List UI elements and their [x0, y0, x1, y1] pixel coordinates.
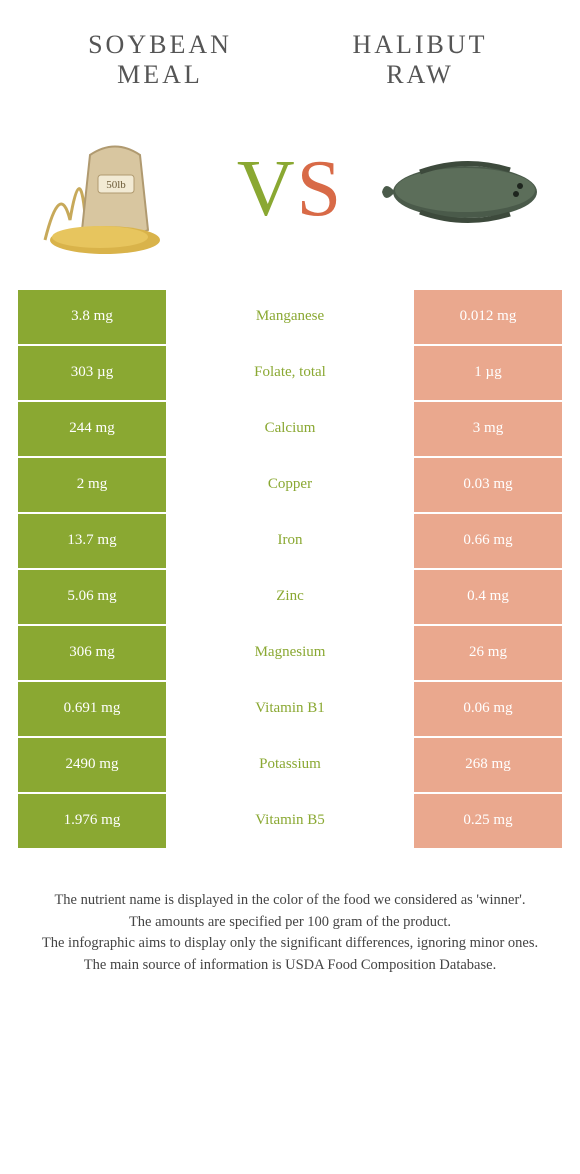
vs-v: V	[237, 145, 297, 233]
right-value-cell: 0.25 mg	[412, 794, 562, 848]
left-value-cell: 0.691 mg	[18, 682, 168, 736]
right-value-cell: 0.66 mg	[412, 514, 562, 568]
table-row: 2 mgCopper0.03 mg	[18, 458, 562, 514]
table-row: 244 mgCalcium3 mg	[18, 402, 562, 458]
left-food-image: 50lb	[30, 120, 200, 260]
nutrient-name-cell: Iron	[168, 514, 412, 568]
table-row: 13.7 mgIron0.66 mg	[18, 514, 562, 570]
right-value-cell: 1 µg	[412, 346, 562, 400]
header: SOYBEANMEAL HALIBUTRAW	[0, 0, 580, 100]
svg-text:50lb: 50lb	[106, 179, 126, 191]
nutrient-name-cell: Zinc	[168, 570, 412, 624]
nutrient-name-cell: Vitamin B1	[168, 682, 412, 736]
left-value-cell: 2 mg	[18, 458, 168, 512]
right-value-cell: 0.06 mg	[412, 682, 562, 736]
left-value-cell: 3.8 mg	[18, 290, 168, 344]
left-value-cell: 2490 mg	[18, 738, 168, 792]
right-food-image	[380, 120, 550, 260]
footer-line: The amounts are specified per 100 gram o…	[30, 912, 550, 934]
right-value-cell: 0.012 mg	[412, 290, 562, 344]
right-value-cell: 3 mg	[412, 402, 562, 456]
table-row: 3.8 mgManganese0.012 mg	[18, 290, 562, 346]
footer-notes: The nutrient name is displayed in the co…	[0, 850, 580, 997]
table-row: 2490 mgPotassium268 mg	[18, 738, 562, 794]
nutrient-name-cell: Manganese	[168, 290, 412, 344]
left-value-cell: 5.06 mg	[18, 570, 168, 624]
right-value-cell: 0.4 mg	[412, 570, 562, 624]
table-row: 0.691 mgVitamin B10.06 mg	[18, 682, 562, 738]
hero-row: 50lb VS	[0, 100, 580, 290]
left-food-title: SOYBEANMEAL	[60, 30, 260, 90]
left-value-cell: 244 mg	[18, 402, 168, 456]
nutrient-name-cell: Vitamin B5	[168, 794, 412, 848]
left-value-cell: 13.7 mg	[18, 514, 168, 568]
nutrient-name-cell: Folate, total	[168, 346, 412, 400]
vs-label: VS	[237, 144, 343, 235]
right-value-cell: 26 mg	[412, 626, 562, 680]
footer-line: The main source of information is USDA F…	[30, 955, 550, 977]
nutrient-name-cell: Potassium	[168, 738, 412, 792]
nutrient-name-cell: Magnesium	[168, 626, 412, 680]
table-row: 303 µgFolate, total1 µg	[18, 346, 562, 402]
footer-line: The infographic aims to display only the…	[30, 933, 550, 955]
right-value-cell: 268 mg	[412, 738, 562, 792]
footer-line: The nutrient name is displayed in the co…	[30, 890, 550, 912]
vs-s: S	[297, 145, 344, 233]
nutrient-name-cell: Calcium	[168, 402, 412, 456]
table-row: 1.976 mgVitamin B50.25 mg	[18, 794, 562, 850]
right-value-cell: 0.03 mg	[412, 458, 562, 512]
left-value-cell: 303 µg	[18, 346, 168, 400]
comparison-table: 3.8 mgManganese0.012 mg303 µgFolate, tot…	[0, 290, 580, 850]
table-row: 306 mgMagnesium26 mg	[18, 626, 562, 682]
left-value-cell: 1.976 mg	[18, 794, 168, 848]
left-value-cell: 306 mg	[18, 626, 168, 680]
table-row: 5.06 mgZinc0.4 mg	[18, 570, 562, 626]
nutrient-name-cell: Copper	[168, 458, 412, 512]
right-food-title: HALIBUTRAW	[320, 30, 520, 90]
